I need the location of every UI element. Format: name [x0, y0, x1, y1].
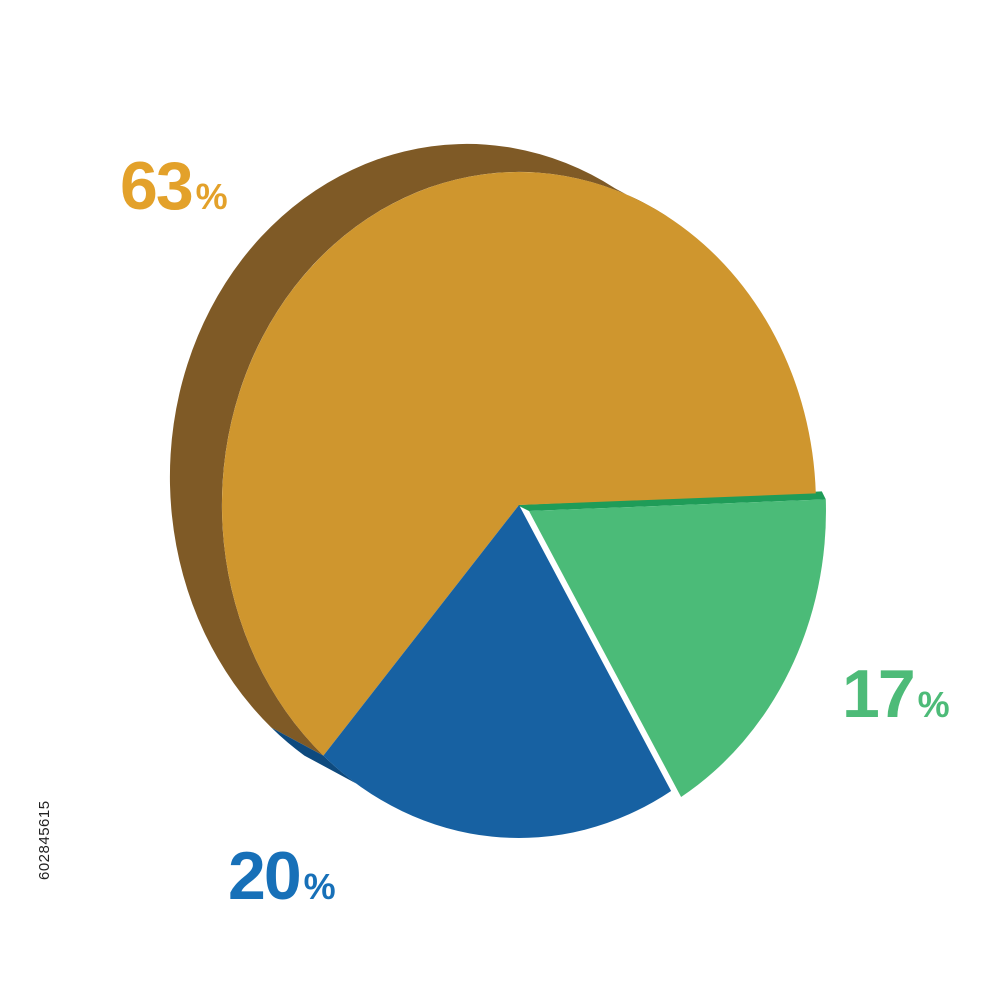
data-label-17-sign: %: [917, 684, 950, 725]
pie-slice-side-20: [271, 727, 357, 784]
data-label-63-sign: %: [195, 176, 228, 217]
pie-slice-side-17: [517, 491, 826, 511]
data-label-63: 63%: [120, 152, 228, 220]
pie-slice-17: [529, 499, 826, 797]
data-label-20-sign: %: [303, 866, 336, 907]
data-label-17: 17%: [842, 660, 950, 728]
pie-slice-63: [221, 171, 816, 756]
data-label-20: 20%: [228, 842, 336, 910]
pie-slice-20: [323, 505, 672, 838]
data-label-20-number: 20: [228, 838, 302, 914]
data-label-17-number: 17: [842, 656, 916, 732]
stock-id-text: 602845615: [36, 800, 53, 880]
data-label-63-number: 63: [120, 148, 194, 224]
